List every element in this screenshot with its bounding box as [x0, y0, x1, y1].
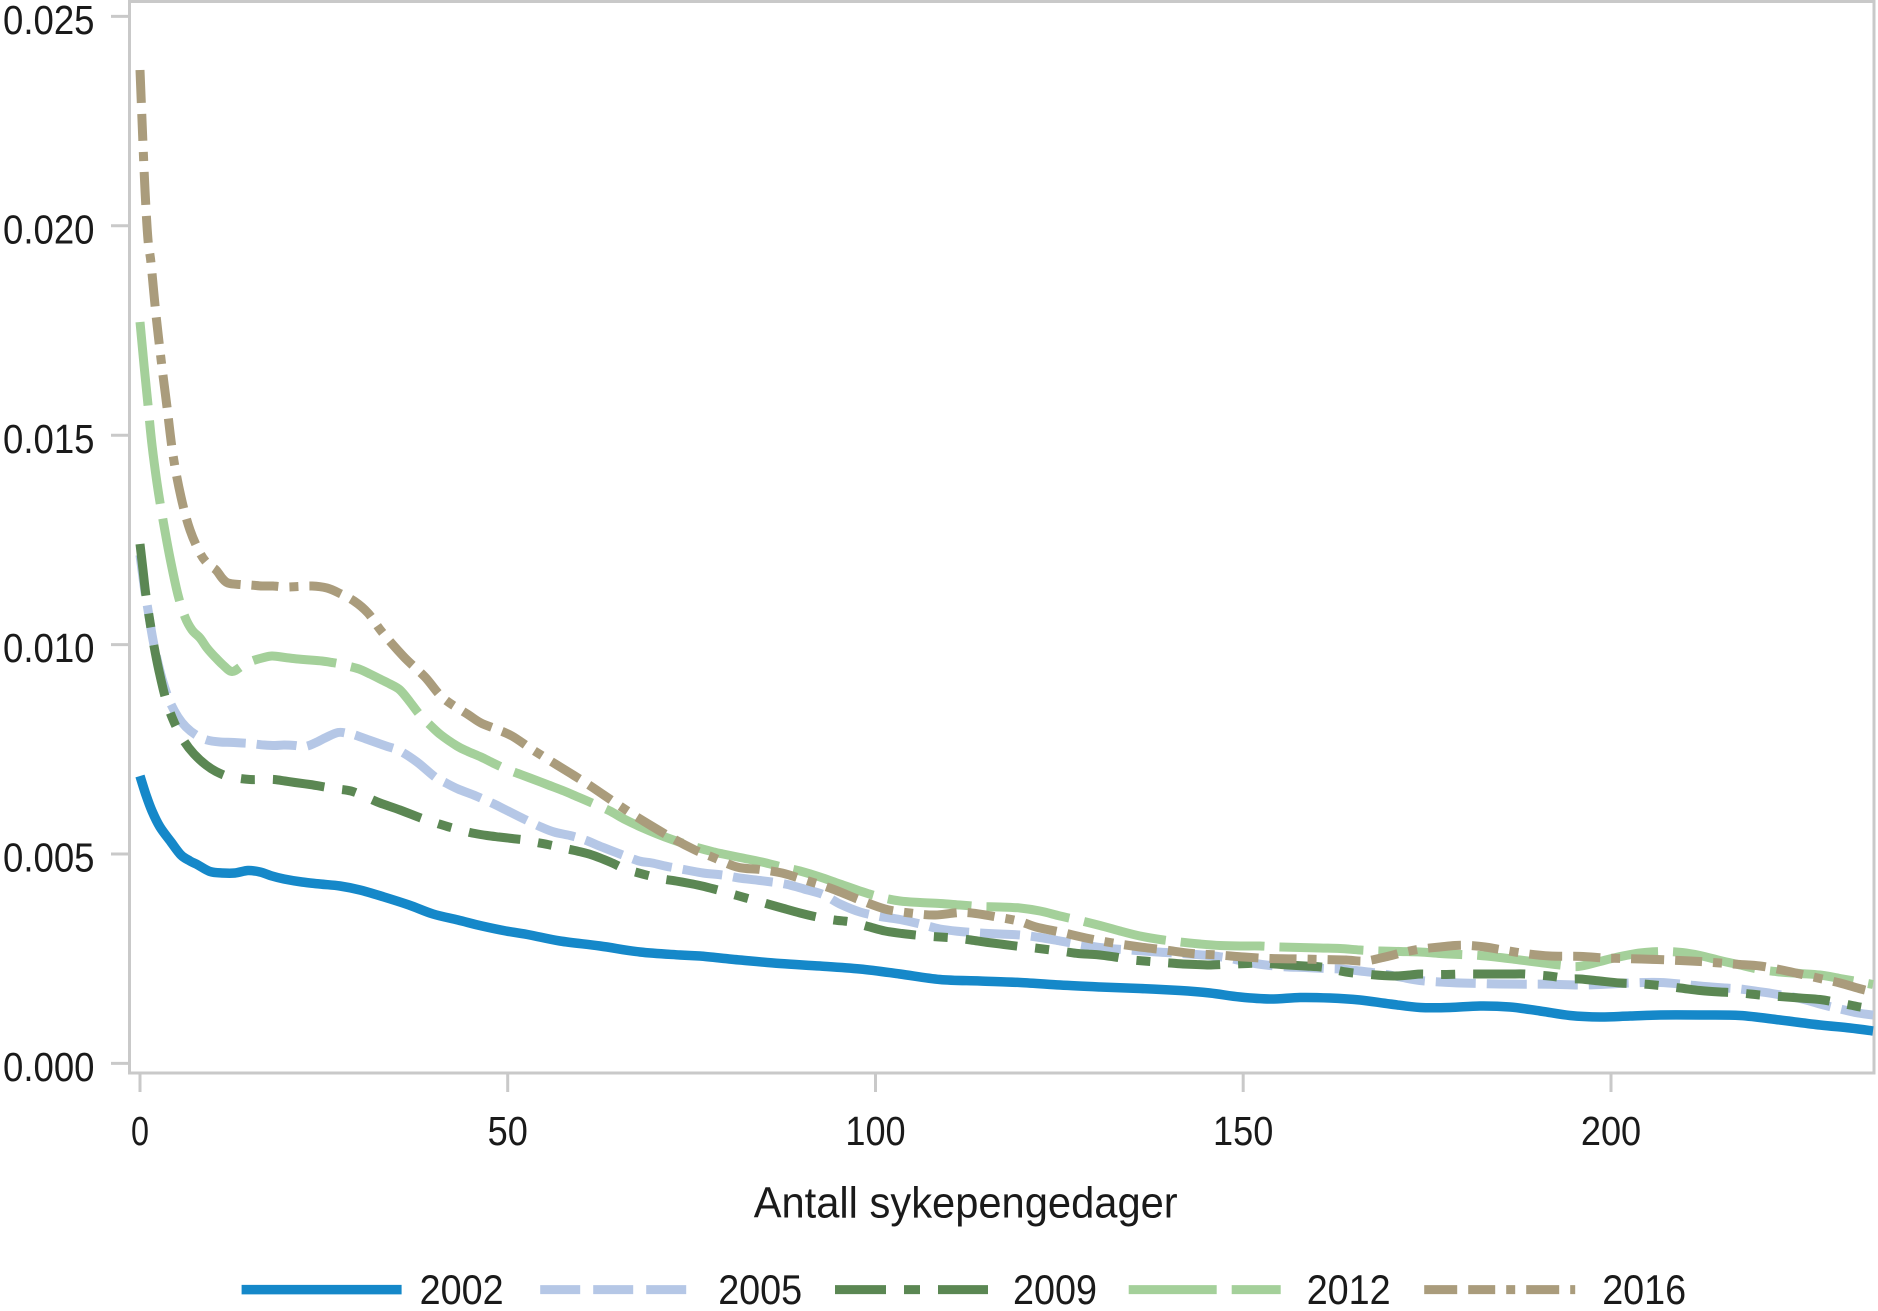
svg-text:2012: 2012 — [1307, 1266, 1391, 1311]
svg-text:100: 100 — [845, 1108, 905, 1154]
svg-text:0.005: 0.005 — [3, 835, 95, 881]
svg-text:150: 150 — [1213, 1108, 1273, 1154]
svg-text:2009: 2009 — [1013, 1266, 1097, 1311]
svg-text:0.000: 0.000 — [3, 1044, 95, 1090]
svg-text:0.025: 0.025 — [3, 0, 95, 43]
svg-text:0.010: 0.010 — [3, 625, 95, 671]
svg-text:0.020: 0.020 — [3, 206, 95, 252]
svg-text:Antall sykepengedager: Antall sykepengedager — [754, 1179, 1178, 1228]
svg-text:2002: 2002 — [420, 1266, 504, 1311]
svg-text:2005: 2005 — [718, 1266, 802, 1311]
svg-text:0.015: 0.015 — [3, 416, 95, 462]
svg-text:50: 50 — [488, 1108, 528, 1154]
svg-text:200: 200 — [1581, 1108, 1641, 1154]
svg-text:2016: 2016 — [1602, 1266, 1686, 1311]
svg-text:0: 0 — [131, 1108, 149, 1154]
